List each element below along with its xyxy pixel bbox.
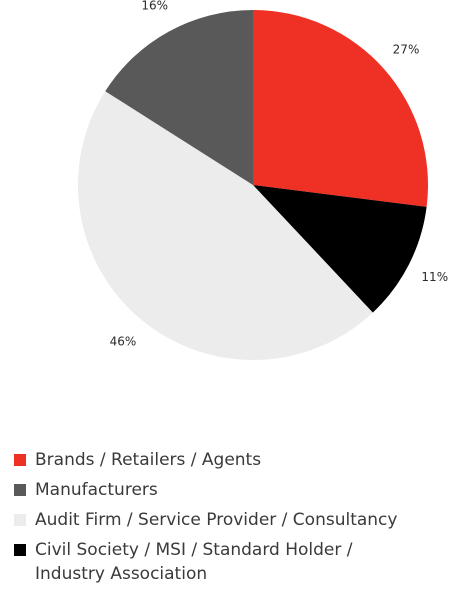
pie-label-audit: 46% <box>110 335 137 349</box>
legend-swatch-brands <box>14 454 26 466</box>
pie-labels: 27% 11% 46% 16% <box>110 0 448 349</box>
pie-slices <box>77 10 428 361</box>
pie-slice-audit <box>77 91 373 361</box>
pie-slice-brands <box>253 10 428 207</box>
legend-label-civil-society-line-2: Industry Association <box>35 564 208 584</box>
pie-label-manufacturers: 16% <box>141 0 168 13</box>
pie-slice-civil <box>253 185 427 313</box>
pie-label-brands: 27% <box>393 43 420 57</box>
legend-item-audit-firm: Audit Firm / Service Provider / Consulta… <box>14 508 444 532</box>
legend-item-civil-society: Civil Society / MSI / Standard Holder / … <box>14 538 444 586</box>
legend-swatch-manufacturers <box>14 484 26 496</box>
legend-label-manufacturers: Manufacturers <box>35 480 158 500</box>
legend-label-civil-society: Civil Society / MSI / Standard Holder / … <box>35 538 353 586</box>
legend-label-civil-society-line-1: Civil Society / MSI / Standard Holder / <box>35 540 353 560</box>
legend-item-manufacturers: Manufacturers <box>14 478 444 502</box>
pie-chart: 27% 11% 46% 16% <box>77 0 448 361</box>
legend-label-brands: Brands / Retailers / Agents <box>35 450 262 470</box>
pie-label-civil: 11% <box>421 270 448 284</box>
legend-item-brands: Brands / Retailers / Agents <box>14 448 444 472</box>
legend-swatch-civil-society <box>14 544 26 556</box>
chart-legend: Brands / Retailers / Agents Manufacturer… <box>14 448 444 586</box>
legend-label-audit-firm: Audit Firm / Service Provider / Consulta… <box>35 510 398 530</box>
pie-slice-manufacturers <box>105 10 253 185</box>
legend-swatch-audit-firm <box>14 514 26 526</box>
